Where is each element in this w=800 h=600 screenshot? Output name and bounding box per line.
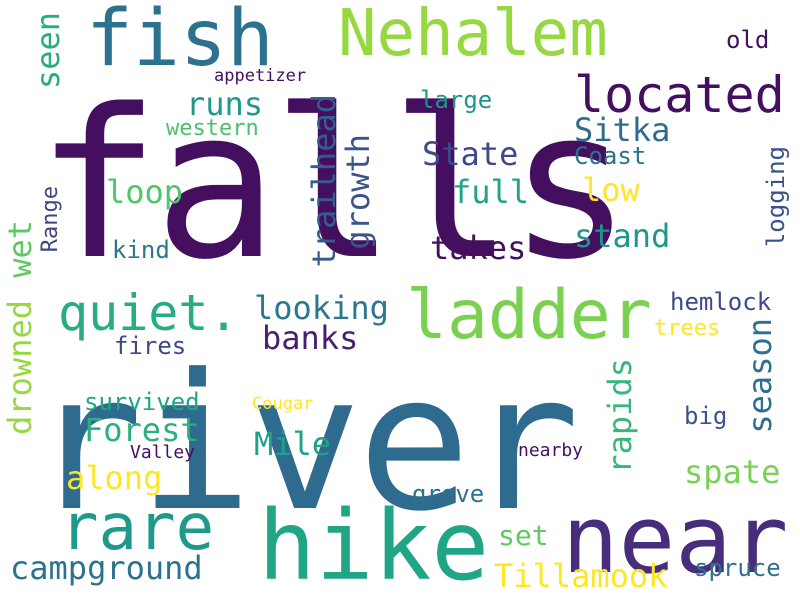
word-sitka: Sitka	[574, 111, 671, 149]
word-trees: trees	[654, 316, 721, 341]
word-rare: rare	[60, 491, 215, 565]
word-banks: banks	[262, 319, 359, 357]
word-hemlock: hemlock	[670, 288, 772, 316]
word-coast: Coast	[574, 142, 647, 170]
word-river: river	[30, 334, 580, 553]
word-spate: spate	[684, 453, 781, 491]
word-loop: loop	[106, 173, 184, 211]
word-large: large	[420, 86, 493, 114]
word-season: season	[741, 318, 779, 434]
word-old: old	[726, 26, 770, 54]
word-trailhead: trailhead	[305, 94, 343, 268]
word-hike: hike	[258, 490, 490, 600]
word-drowned: drowned	[1, 300, 39, 435]
word-logging: logging	[762, 146, 790, 248]
word-looking: looking	[254, 289, 389, 327]
word-takes: takes	[430, 229, 527, 267]
word-range: Range	[38, 186, 63, 253]
word-spruce: spruce	[694, 554, 781, 582]
word-along: along	[66, 459, 163, 497]
word-seen: seen	[29, 12, 67, 90]
word-quiet: quiet.	[58, 284, 239, 342]
word-cougar: Cougar	[252, 394, 314, 414]
word-fish: fish	[86, 0, 274, 84]
word-state: State	[422, 135, 519, 173]
word-nehalem: Nehalem	[338, 0, 608, 71]
word-survived: survived	[84, 388, 200, 416]
word-mile: Mile	[254, 425, 332, 463]
word-growth: growth	[339, 134, 377, 250]
word-fires: fires	[114, 332, 187, 360]
word-stand: stand	[574, 217, 671, 255]
word-forest: Forest	[84, 411, 200, 449]
word-grove: grove	[412, 480, 485, 508]
word-rapids: rapids	[601, 358, 639, 474]
word-wet: wet	[1, 220, 39, 278]
word-campground: campground	[10, 549, 203, 587]
word-appetizer: appetizer	[214, 66, 307, 86]
word-runs: runs	[186, 85, 264, 123]
word-western: western	[166, 116, 259, 141]
word-located: located	[574, 66, 785, 124]
word-kind: kind	[112, 236, 170, 264]
word-low: low	[582, 171, 640, 209]
word-near: near	[562, 486, 789, 595]
word-nearby: nearby	[518, 440, 584, 461]
word-ladder: ladder	[406, 276, 652, 355]
word-valley: Valley	[130, 442, 196, 463]
word-falls: falls	[36, 65, 632, 305]
word-set: set	[498, 519, 549, 552]
word-full: full	[452, 173, 530, 211]
word-big: big	[684, 402, 728, 430]
word-tillamook: Tillamook	[494, 557, 668, 595]
